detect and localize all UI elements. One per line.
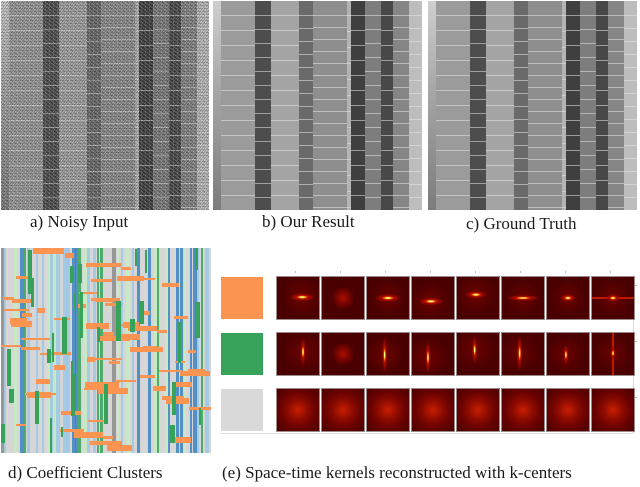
column [43,1,59,210]
kernel-tile-cross-horizontal [592,277,634,319]
kernel-tile-vertical-low [412,333,454,375]
column [255,1,271,210]
column [221,1,255,210]
kernel-tile-horizontal-high [457,277,499,319]
caption-space-time-kernels: (e) Space-time kernels reconstructed wit… [222,463,572,482]
kernel-tile-isotropic [502,389,544,431]
kernel-tile-isotropic [592,389,634,431]
column [514,1,528,210]
kernel-grid [220,271,637,434]
kernel-tile-horizontal [367,277,409,319]
caption-ground-truth: c) Ground Truth [466,214,577,233]
kernel-tile-isotropic [547,389,589,431]
kernel-tile-isotropic [367,389,409,431]
caption-noisy-input: a) Noisy Input [30,212,129,231]
axis-frame-bottom [220,433,634,434]
column [139,1,153,210]
kernel-tile-isotropic [277,389,319,431]
column [9,1,43,210]
column [181,1,197,210]
column [624,1,637,210]
kernel-tile-vertical-offset [277,333,319,375]
noisy-input-image [1,1,209,210]
kernel-tile-cross-vertical [592,333,634,375]
ground-truth-image [428,1,637,210]
kernel-tile-vertical-long [367,333,409,375]
column [393,1,409,210]
column [197,1,209,210]
column [596,1,608,210]
column [169,1,181,210]
column [566,1,580,210]
kernel-tile-horizontal-low [412,277,454,319]
kernel-tile-horizontal-wide [502,277,544,319]
caption-coefficient-clusters: d) Coefficient Clusters [8,463,163,482]
column [59,1,87,210]
cluster-swatch-orange [221,277,263,319]
cluster-swatch-gray [221,389,263,431]
kernel-tile-vertical-high [457,333,499,375]
column [528,1,562,210]
column [365,1,381,210]
kernel-tile-isotropic [322,389,364,431]
kernel-tile-horizontal-short [547,277,589,319]
kernel-tile-isotropic [457,389,499,431]
column [608,1,624,210]
column [87,1,101,210]
kernel-tile-diffuse-blob [322,277,364,319]
kernel-tile-horizontal-offset [277,277,319,319]
column [580,1,596,210]
column [351,1,365,210]
kernel-tile-vertical-long-2 [502,333,544,375]
column [313,1,347,210]
coefficient-clusters-image [1,248,211,453]
column [299,1,313,210]
our-result-image [213,1,422,210]
kernel-tile-diffuse-blob [322,333,364,375]
column [470,1,486,210]
kernel-tile-isotropic [412,389,454,431]
column [436,1,470,210]
column [271,1,299,210]
caption-our-result: b) Our Result [262,212,355,231]
column [409,1,422,210]
column [486,1,514,210]
column [101,1,135,210]
cluster-swatch-green [221,333,263,375]
column [153,1,169,210]
column [381,1,393,210]
kernel-tile-vertical-short [547,333,589,375]
